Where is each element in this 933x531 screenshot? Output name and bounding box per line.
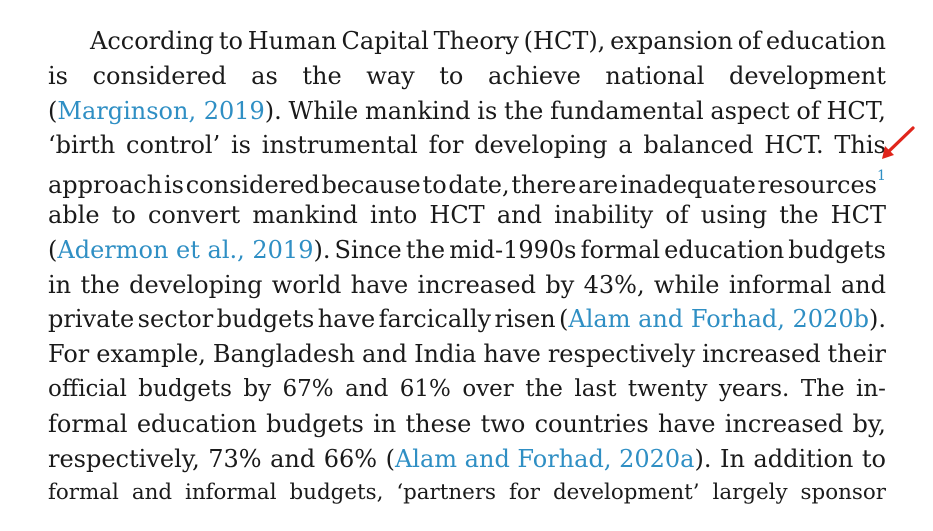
text-line: private sector budgets have farcically risen(… (48, 305, 886, 334)
text-line: respectively, 73% and 66% (Alam and Forhad, … (48, 444, 886, 473)
text-line: official budgets by 67% and 61% over the last twe… (48, 375, 886, 402)
text-line: (Adermon et al., 2019). Since the mid-1990s… (48, 235, 886, 264)
body-paragraph: According to Human Capital Theory (HCT), expan… (48, 24, 886, 511)
text-line: approach is considered because to date, there a… (48, 168, 886, 200)
text-line: is considered as the way to achieve national dev… (48, 61, 886, 90)
red-arrow-cursor-icon (882, 126, 915, 159)
citation-link[interactable]: Marginson, 2019 (57, 96, 265, 125)
text-line: able to convert mankind into HCT and inability o… (48, 200, 886, 229)
citation-link[interactable]: Alam and Forhad, 2020a (394, 444, 695, 473)
footnote-marker[interactable]: 1 (877, 168, 886, 185)
text-line: formal and informal budgets, ‘partners for dev… (48, 480, 886, 506)
citation-link[interactable]: Alam and Forhad, 2020b (568, 305, 869, 334)
text-line: ‘birth control’ is instrumental for developin… (48, 131, 886, 160)
text-line: According to Human Capital Theory (HCT), expan… (90, 27, 886, 55)
text-line: in the developing world have increased by 43%, w… (48, 270, 886, 299)
text-line: formal education budgets in these two countrie… (48, 409, 886, 438)
text-line: For example, Bangladesh and India have respect… (48, 340, 886, 369)
text-line: (Marginson, 2019). While mankind is the funda… (48, 96, 886, 125)
citation-link[interactable]: Adermon et al., 2019 (57, 235, 314, 264)
